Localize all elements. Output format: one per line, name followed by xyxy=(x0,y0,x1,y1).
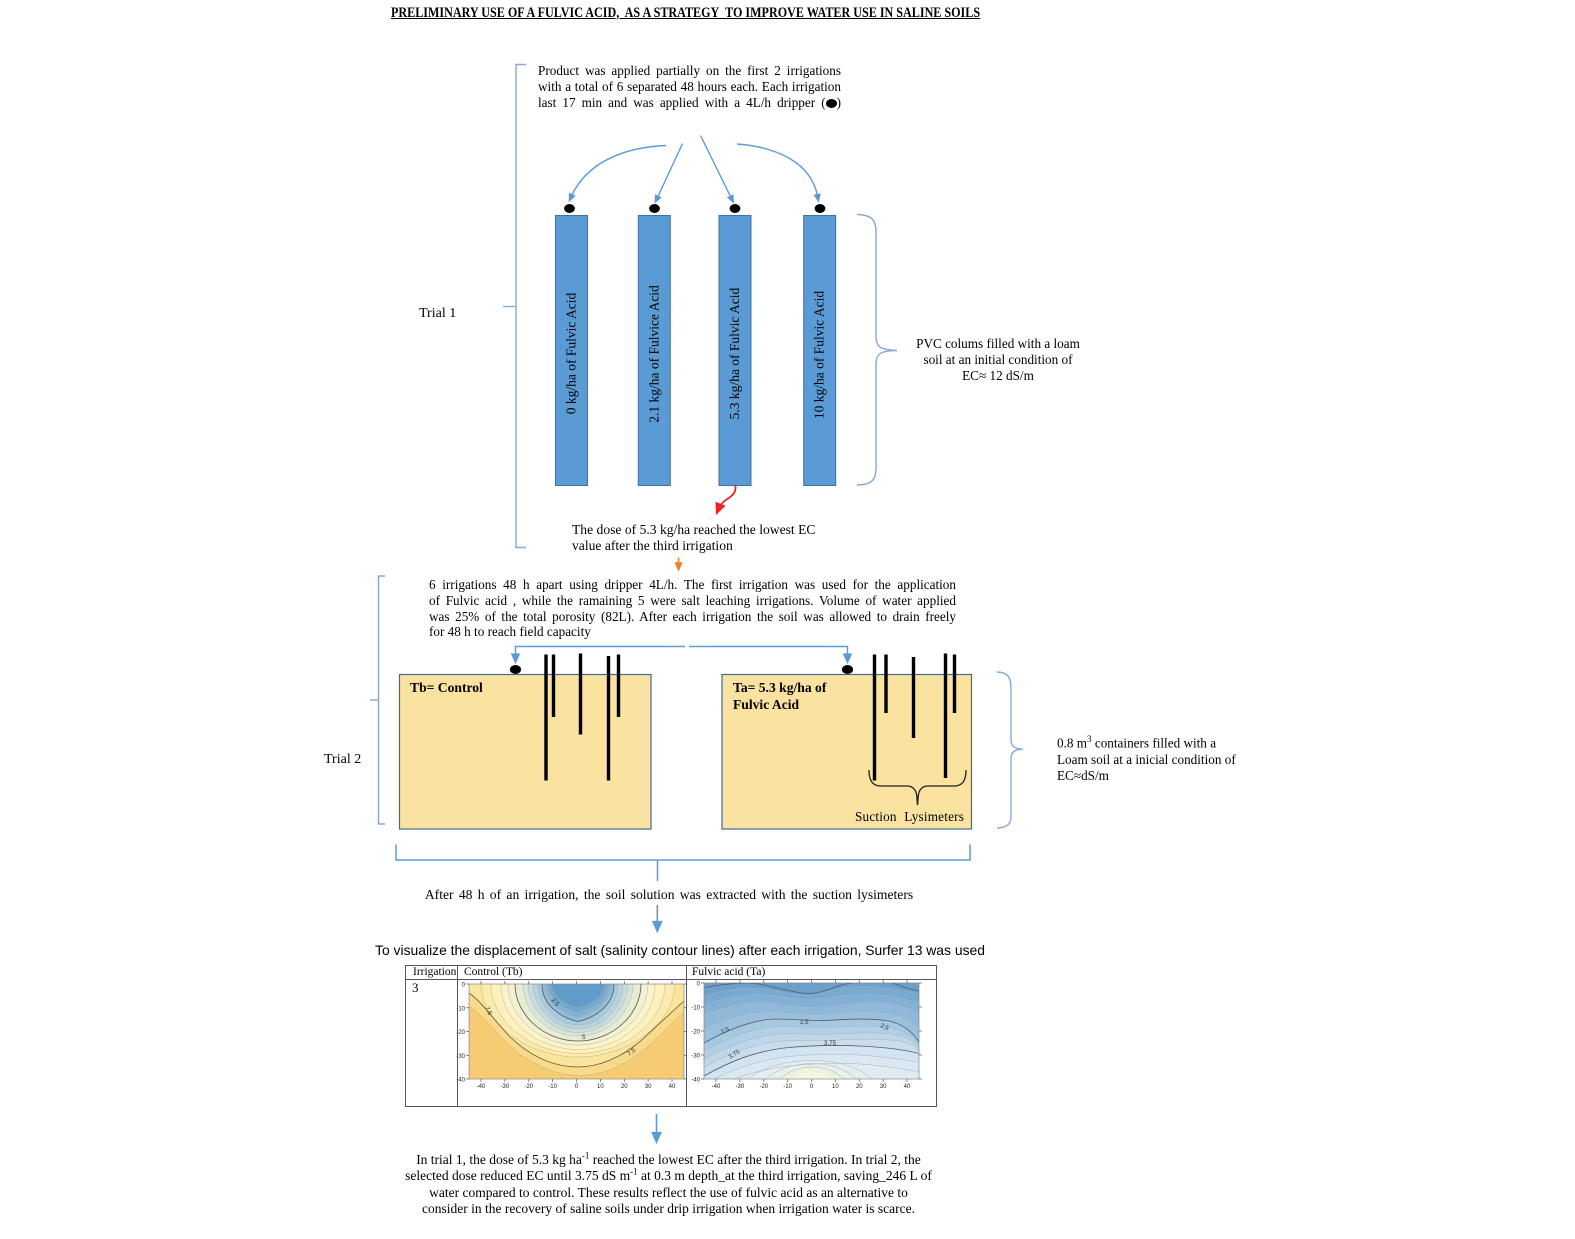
svg-text:-40: -40 xyxy=(712,1084,721,1090)
svg-text:30: 30 xyxy=(645,1084,652,1090)
svg-text:-20: -20 xyxy=(691,1030,700,1036)
svg-text:10: 10 xyxy=(832,1084,839,1090)
svg-text:2,5: 2,5 xyxy=(879,1022,890,1032)
svg-text:40: 40 xyxy=(904,1084,911,1090)
svg-text:-20: -20 xyxy=(759,1084,768,1090)
svg-text:-20: -20 xyxy=(456,1030,465,1036)
svg-text:2,5: 2,5 xyxy=(800,1019,809,1026)
svg-text:2.1 kg/ha of Fulvice Acid: 2.1 kg/ha of Fulvice Acid xyxy=(647,285,662,423)
svg-text:20: 20 xyxy=(856,1084,863,1090)
svg-text:0 kg/ha of Fulvic Acid: 0 kg/ha of Fulvic Acid xyxy=(564,293,579,415)
svg-text:2,5: 2,5 xyxy=(720,1026,731,1036)
svg-text:7.5: 7.5 xyxy=(483,1006,493,1017)
svg-text:40: 40 xyxy=(669,1084,676,1090)
svg-text:3,75: 3,75 xyxy=(824,1040,837,1047)
svg-text:-30: -30 xyxy=(691,1054,700,1060)
svg-text:0: 0 xyxy=(810,1084,814,1090)
svg-text:2.5: 2.5 xyxy=(549,997,560,1009)
svg-text:20: 20 xyxy=(621,1084,628,1090)
svg-text:0: 0 xyxy=(697,982,701,988)
svg-text:-20: -20 xyxy=(524,1084,533,1090)
svg-text:-10: -10 xyxy=(691,1006,700,1012)
svg-text:-30: -30 xyxy=(736,1084,745,1090)
svg-text:0: 0 xyxy=(575,1084,579,1090)
svg-text:5: 5 xyxy=(582,1034,586,1041)
svg-text:10: 10 xyxy=(597,1084,604,1090)
svg-text:7.5: 7.5 xyxy=(626,1047,638,1058)
svg-text:-30: -30 xyxy=(456,1054,465,1060)
svg-text:-30: -30 xyxy=(501,1084,510,1090)
svg-text:10 kg/ha of Fulvic Acid: 10 kg/ha of Fulvic Acid xyxy=(812,291,827,419)
svg-text:0: 0 xyxy=(462,983,466,989)
svg-text:5.3 kg/ha of Fulvic Acid: 5.3 kg/ha of Fulvic Acid xyxy=(727,287,742,419)
svg-text:-40: -40 xyxy=(477,1084,486,1090)
svg-text:-40: -40 xyxy=(691,1078,700,1084)
svg-text:-40: -40 xyxy=(456,1078,465,1084)
svg-text:-10: -10 xyxy=(456,1006,465,1012)
svg-text:30: 30 xyxy=(880,1084,887,1090)
svg-text:-10: -10 xyxy=(548,1084,557,1090)
svg-text:-10: -10 xyxy=(783,1084,792,1090)
